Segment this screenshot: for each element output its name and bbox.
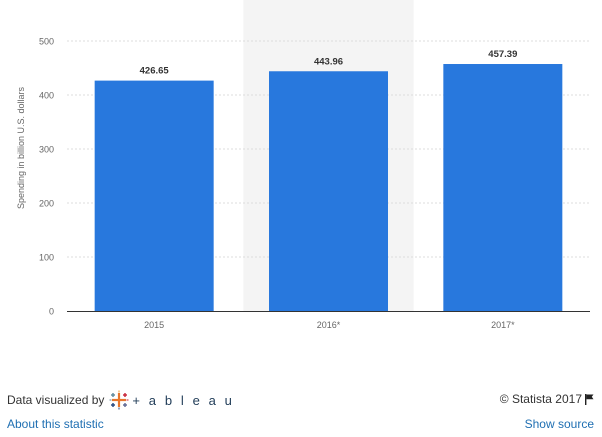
credit-label: Data visualized by [7, 393, 105, 407]
tableau-credit[interactable]: Data visualized by [7, 390, 235, 410]
data-label: 457.39 [488, 49, 517, 60]
data-label: 443.96 [314, 56, 343, 67]
y-tick-label: 400 [39, 91, 54, 101]
bar-2016[interactable] [269, 71, 388, 311]
tableau-wordmark: + a b l e a u [132, 392, 235, 408]
tableau-logo: + a b l e a u [109, 390, 234, 410]
x-tick-label: 2015 [144, 320, 164, 330]
copyright: © Statista 2017 [500, 392, 594, 406]
bar-2017[interactable] [443, 64, 563, 311]
y-axis-title: Spending in billion U.S. dollars [16, 86, 26, 209]
y-tick-label: 300 [39, 145, 54, 155]
bar-chart: 426.65 443.96 457.39 0 100 200 300 400 500 2015 2… [16, 0, 590, 330]
show-source-link[interactable]: Show source [524, 417, 594, 431]
about-statistic-link[interactable]: About this statistic [7, 417, 104, 431]
x-tick-label: 2017* [491, 320, 515, 330]
data-label: 426.65 [140, 66, 170, 77]
x-tick-label: 2016* [317, 320, 341, 330]
tableau-logo-icon [109, 390, 129, 410]
y-tick-label: 200 [39, 199, 54, 209]
y-tick-label: 0 [49, 307, 54, 317]
y-tick-label: 100 [39, 253, 54, 263]
copyright-text: © Statista 2017 [499, 392, 582, 406]
bar-2015[interactable] [94, 80, 214, 311]
y-tick-label: 500 [39, 37, 54, 47]
flag-icon[interactable] [585, 393, 594, 405]
